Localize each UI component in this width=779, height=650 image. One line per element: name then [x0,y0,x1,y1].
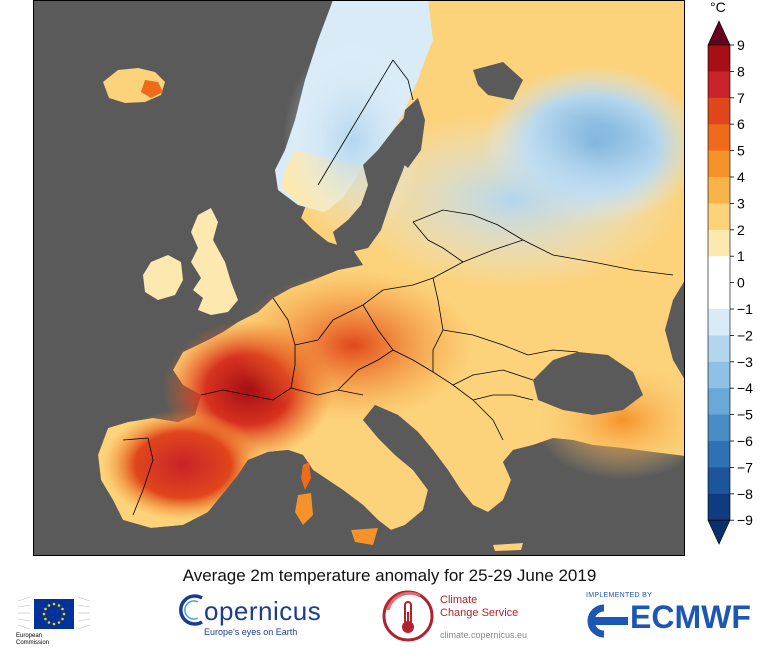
ec-label-line1: European [16,633,43,639]
eu-flag-icon [17,596,91,630]
ecmwf-name: ECMWF [630,599,751,635]
colorbar-unit: °C [710,0,726,15]
sea-mediterranean [183,450,503,556]
land-sardinia [295,493,313,525]
colorbar-swatch [708,361,730,389]
colorbar-swatch [708,467,730,495]
land-crete [493,543,523,551]
colorbar-max-arrow [707,20,731,46]
colorbar-tick-label: −5 [737,407,753,423]
country-borders [122,59,674,516]
land-ireland [143,255,183,300]
colorbar-tick-label: 4 [737,169,745,185]
colorbar-tick-label: −6 [737,433,753,449]
colorbar-min-arrow [707,519,731,545]
colorbar-tick-label: 1 [737,248,745,264]
colorbar-swatch [708,97,730,125]
colorbar-swatch [708,124,730,151]
land-corsica [301,462,311,490]
colorbar-tick-label: −9 [737,512,753,528]
colorbar-tick-label: −8 [737,486,753,502]
colorbar-tick-label: −3 [737,354,753,370]
c3s-label-line2: Change Service [440,607,519,619]
sea-bothnia [398,98,425,168]
colorbar-tick-label: 2 [737,222,745,238]
colorbar-swatch [708,309,730,336]
colorbar: °C 9 8 7 6 5 4 3 2 1 0 −1 −2 −3 −4 −5 −6 −7 −8 −9 [707,0,753,545]
colorbar-tick-label: 0 [737,275,745,291]
colorbar-tick-label: −2 [737,327,753,343]
colorbar-swatch [708,71,730,99]
sea-white [473,62,523,100]
sea-black [533,352,643,415]
c3s-logo: Climate Change Service climate.copernicu… [380,588,530,650]
colorbar-tick-label: −4 [737,380,753,396]
colorbar-swatches [707,20,731,545]
colorbar-swatch [708,229,730,257]
sea-baltic [333,98,418,252]
sea-caspian [665,280,685,380]
land-sicily [351,528,378,545]
colorbar-tick-label: 3 [737,195,745,211]
colorbar-swatch [708,414,730,442]
temperature-anomaly-map [33,0,685,556]
colorbar-swatch [708,256,730,283]
colorbar-swatch [708,45,730,72]
ec-label-line2: Commission [16,640,50,646]
colorbar-tick-label: 6 [737,116,745,132]
colorbar-tick-label: 9 [737,37,745,53]
copernicus-tagline: Europe's eyes on Earth [204,627,298,637]
european-commission-logo: European Commission [14,595,94,650]
colorbar-swatch [708,441,730,468]
colorbar-tick-label: 8 [737,63,745,79]
colorbar-swatch [708,150,730,178]
colorbar-swatch [708,282,730,310]
ecmwf-logo: IMPLEMENTED BY ECMWF [578,590,773,645]
colorbar-swatch [708,335,730,363]
map-caption: Average 2m temperature anomaly for 25-29… [182,566,597,585]
c3s-label-line1: Climate [440,594,478,606]
colorbar-tick-label: −1 [737,301,753,317]
thermometer-icon [382,590,434,642]
colorbar-swatch [708,388,730,415]
copernicus-name: opernicus [204,596,322,626]
land-great-britain [191,208,238,315]
sea-adriatic [363,405,433,462]
colorbar-tick-label: −7 [737,459,753,475]
ecmwf-symbol-icon [587,604,628,638]
copernicus-c-icon [179,594,203,626]
sea-north [238,210,318,300]
colorbar-swatch [708,493,730,521]
copernicus-logo: opernicus Europe's eyes on Earth [178,592,322,642]
c3s-url: climate.copernicus.eu [440,630,528,640]
colorbar-ticks: 9 8 7 6 5 4 3 2 1 0 −1 −2 −3 −4 −5 −6 −7 −8 −9 [730,37,753,528]
colorbar-tick-label: 5 [737,143,745,159]
colorbar-tick-label: 7 [737,90,745,106]
colorbar-swatch [708,177,730,204]
colorbar-swatch [708,203,730,231]
ecmwf-implemented-by: IMPLEMENTED BY [586,592,653,599]
